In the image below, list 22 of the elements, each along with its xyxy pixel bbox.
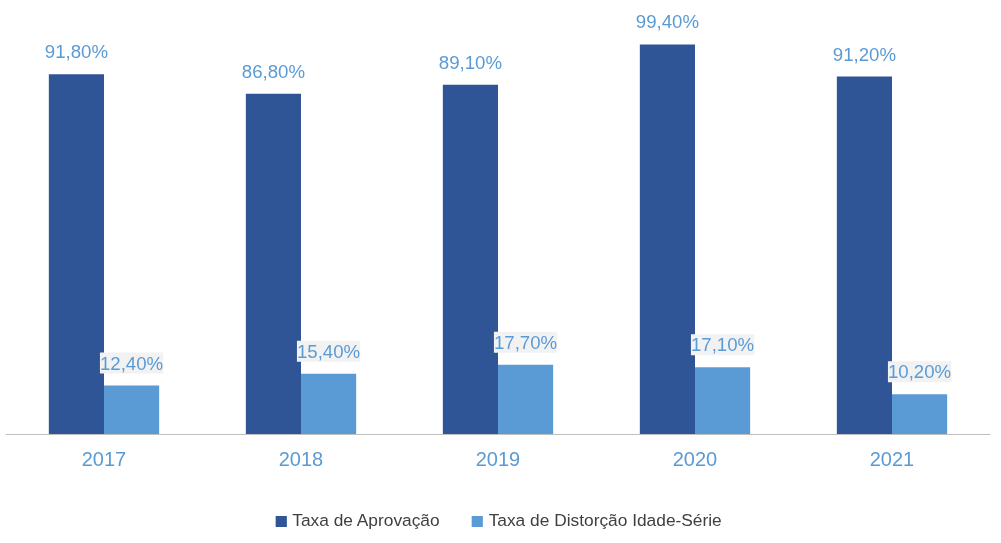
data-label: 91,80% [44, 41, 109, 63]
bar [104, 385, 160, 435]
x-tick-label: 2019 [475, 448, 521, 471]
x-tick-label: 2017 [81, 448, 127, 471]
data-label: 15,40% [296, 340, 361, 362]
x-tick-label: 2018 [278, 448, 324, 471]
data-label: 99,40% [635, 11, 700, 33]
data-label: 91,20% [832, 43, 897, 65]
data-label: 86,80% [241, 60, 306, 82]
legend-label: Taxa de Distorção Idade-Série [488, 510, 722, 531]
data-label: 12,40% [99, 352, 164, 374]
legend-label: Taxa de Aprovação [292, 510, 440, 531]
x-tick-label: 2020 [672, 448, 718, 471]
data-label: 17,10% [690, 334, 755, 356]
data-label: 17,70% [493, 331, 558, 353]
bar [892, 394, 948, 435]
data-label: 10,20% [887, 361, 952, 383]
bar [301, 373, 357, 435]
x-tick-label: 2021 [869, 448, 915, 471]
bar [498, 364, 554, 435]
data-label: 89,10% [438, 51, 503, 73]
bar [695, 367, 751, 435]
